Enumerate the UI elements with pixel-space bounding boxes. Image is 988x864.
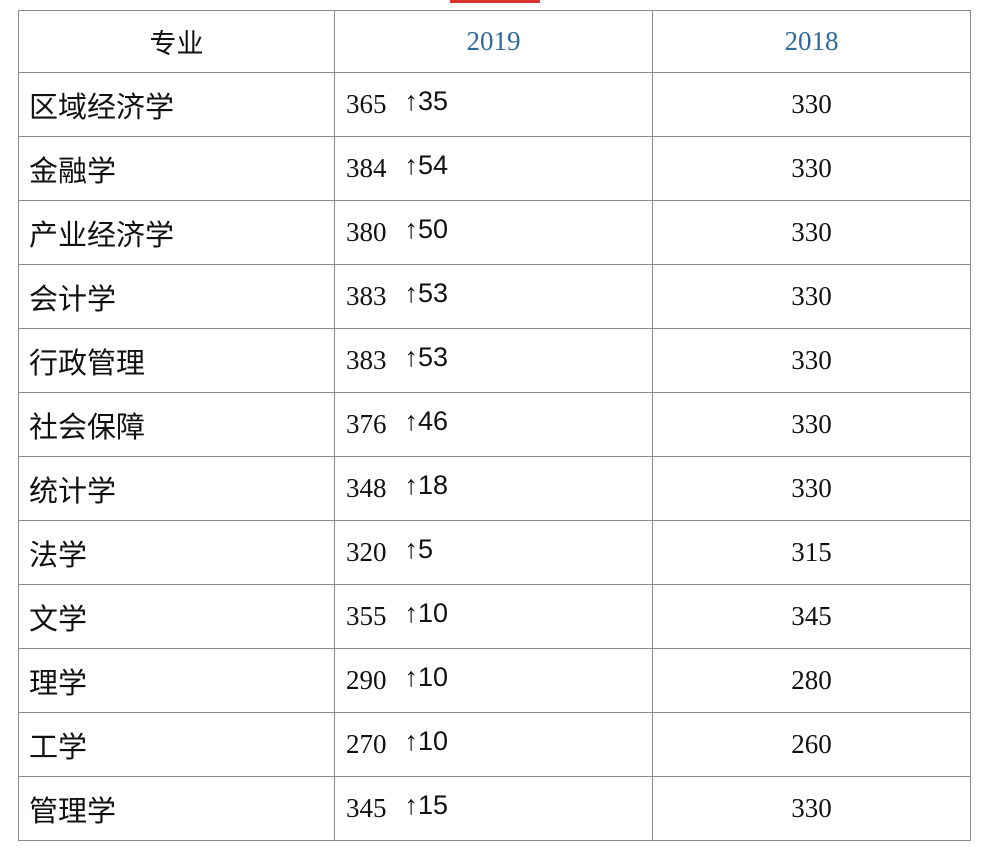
table-row: 工学 270 ↑10 260 — [18, 712, 971, 777]
major-cell: 社会保障 — [18, 392, 335, 457]
table-row: 法学 320 ↑5 315 — [18, 520, 971, 585]
score-2018-cell: 330 — [652, 392, 971, 457]
score-change: ↑54 — [404, 150, 449, 180]
score-2019: 290 — [346, 665, 387, 695]
header-cell: 专业 — [18, 10, 335, 73]
score-2019-cell: 384 ↑54 — [334, 136, 653, 201]
score-2019-cell: 345 ↑15 — [334, 776, 653, 841]
score-2019-cell: 383 ↑53 — [334, 264, 653, 329]
score-change: ↑10 — [404, 726, 449, 756]
major-cell: 行政管理 — [18, 328, 335, 393]
score-2018-cell: 330 — [652, 72, 971, 137]
score-2019-cell: 320 ↑5 — [334, 520, 653, 585]
table-row: 区域经济学 365 ↑35 330 — [18, 72, 971, 137]
score-2018-cell: 260 — [652, 712, 971, 777]
header-cell: 2019 — [334, 10, 653, 73]
major-cell: 会计学 — [18, 264, 335, 329]
score-2019-cell: 365 ↑35 — [334, 72, 653, 137]
major-cell: 统计学 — [18, 456, 335, 521]
table-row: 会计学 383 ↑53 330 — [18, 264, 971, 329]
score-2019: 345 — [346, 793, 387, 823]
table-row: 统计学 348 ↑18 330 — [18, 456, 971, 521]
score-2019: 380 — [346, 217, 387, 247]
score-2019: 365 — [346, 89, 387, 119]
score-2019: 355 — [346, 601, 387, 631]
score-table: 专业 2019 2018 区域经济学 365 ↑35 330 金融学 384 ↑54 330 产… — [18, 10, 971, 841]
score-2019-cell: 270 ↑10 — [334, 712, 653, 777]
score-2019: 384 — [346, 153, 387, 183]
score-change: ↑18 — [404, 470, 449, 500]
score-2018-cell: 330 — [652, 264, 971, 329]
score-change: ↑53 — [404, 278, 449, 308]
score-2019: 383 — [346, 345, 387, 375]
table-row: 理学 290 ↑10 280 — [18, 648, 971, 713]
table-body: 区域经济学 365 ↑35 330 金融学 384 ↑54 330 产业经济学 380 ↑50 330… — [18, 72, 971, 841]
table-row: 文学 355 ↑10 345 — [18, 584, 971, 649]
score-2019: 348 — [346, 473, 387, 503]
major-cell: 区域经济学 — [18, 72, 335, 137]
score-change: ↑53 — [404, 342, 449, 372]
table-row: 金融学 384 ↑54 330 — [18, 136, 971, 201]
score-change: ↑10 — [404, 598, 449, 628]
major-cell: 金融学 — [18, 136, 335, 201]
score-2019: 376 — [346, 409, 387, 439]
score-change: ↑10 — [404, 662, 449, 692]
score-2019-cell: 380 ↑50 — [334, 200, 653, 265]
score-2018-cell: 330 — [652, 776, 971, 841]
score-2018-cell: 330 — [652, 328, 971, 393]
score-2018-cell: 280 — [652, 648, 971, 713]
major-cell: 理学 — [18, 648, 335, 713]
header-cell: 2018 — [652, 10, 971, 73]
score-2018-cell: 330 — [652, 200, 971, 265]
major-cell: 产业经济学 — [18, 200, 335, 265]
score-2019: 320 — [346, 537, 387, 567]
major-cell: 管理学 — [18, 776, 335, 841]
score-2019-cell: 348 ↑18 — [334, 456, 653, 521]
major-cell: 文学 — [18, 584, 335, 649]
decoration — [450, 0, 540, 3]
score-2018-cell: 345 — [652, 584, 971, 649]
score-2019-cell: 355 ↑10 — [334, 584, 653, 649]
score-2018-cell: 330 — [652, 136, 971, 201]
score-change: ↑15 — [404, 790, 449, 820]
score-2018-cell: 330 — [652, 456, 971, 521]
table-row: 社会保障 376 ↑46 330 — [18, 392, 971, 457]
table-row: 行政管理 383 ↑53 330 — [18, 328, 971, 393]
score-change: ↑46 — [404, 406, 449, 436]
score-2018-cell: 315 — [652, 520, 971, 585]
score-change: ↑5 — [404, 534, 434, 564]
table-row: 管理学 345 ↑15 330 — [18, 776, 971, 841]
score-2019-cell: 376 ↑46 — [334, 392, 653, 457]
score-2019: 270 — [346, 729, 387, 759]
score-2019-cell: 290 ↑10 — [334, 648, 653, 713]
score-2019-cell: 383 ↑53 — [334, 328, 653, 393]
score-2019: 383 — [346, 281, 387, 311]
score-change: ↑35 — [404, 86, 449, 116]
major-cell: 工学 — [18, 712, 335, 777]
major-cell: 法学 — [18, 520, 335, 585]
table-row: 产业经济学 380 ↑50 330 — [18, 200, 971, 265]
score-change: ↑50 — [404, 214, 449, 244]
header-row: 专业 2019 2018 — [18, 10, 971, 73]
